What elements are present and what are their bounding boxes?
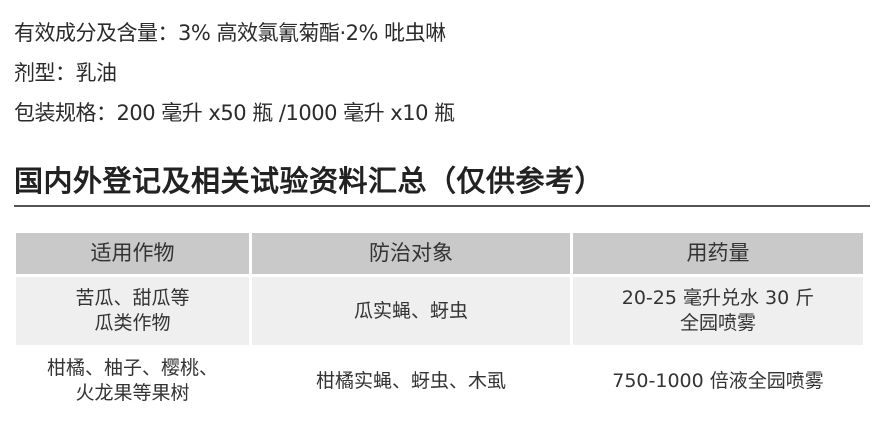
cell-crop: 柑橘、柚子、樱桃、 火龙果等果树: [16, 348, 249, 414]
section-title: 国内外登记及相关试验资料汇总（仅供参考）: [14, 164, 605, 198]
packaging-line: 包装规格：200 毫升 x50 瓶 /1000 毫升 x10 瓶: [14, 101, 455, 125]
header-dosage: 用药量: [573, 233, 863, 274]
header-crop: 适用作物: [16, 233, 249, 274]
cell-dosage: 20-25 毫升兑水 30 斤 全园喷雾: [573, 277, 863, 345]
usage-table: 适用作物 防治对象 用药量 苦瓜、甜瓜等 瓜类作物 瓜实蝇、蚜虫 20-25 毫…: [13, 230, 866, 417]
table-row: 柑橘、柚子、樱桃、 火龙果等果树 柑橘实蝇、蚜虫、木虱 750-1000 倍液全…: [16, 348, 863, 414]
formulation-line: 剂型：乳油: [14, 61, 117, 85]
cell-dosage: 750-1000 倍液全园喷雾: [573, 348, 863, 414]
table-header-row: 适用作物 防治对象 用药量: [16, 233, 863, 274]
table-row: 苦瓜、甜瓜等 瓜类作物 瓜实蝇、蚜虫 20-25 毫升兑水 30 斤 全园喷雾: [16, 277, 863, 345]
cell-target: 柑橘实蝇、蚜虫、木虱: [252, 348, 570, 414]
cell-crop: 苦瓜、甜瓜等 瓜类作物: [16, 277, 249, 345]
cell-target: 瓜实蝇、蚜虫: [252, 277, 570, 345]
header-target: 防治对象: [252, 233, 570, 274]
ingredient-line: 有效成分及含量：3% 高效氯氰菊酯·2% 吡虫啉: [14, 21, 446, 45]
divider: [14, 205, 870, 207]
